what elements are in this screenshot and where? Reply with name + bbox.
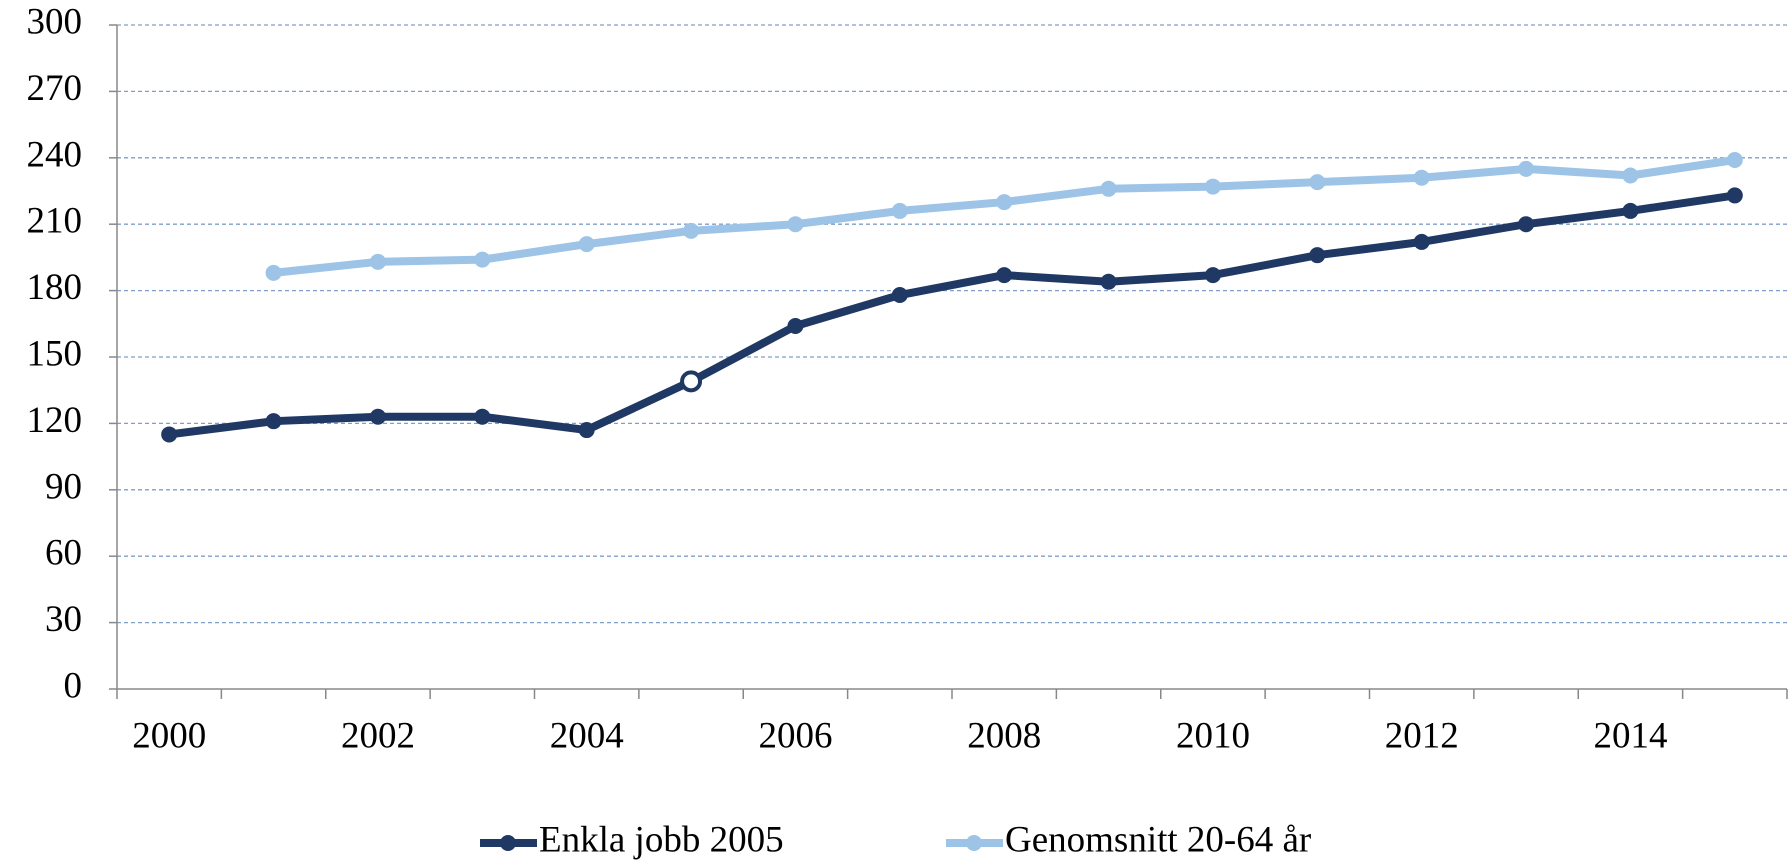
data-point	[578, 236, 595, 253]
y-tick-label: 0	[64, 665, 83, 706]
x-tick-label: 2010	[1176, 715, 1250, 756]
data-point	[1100, 273, 1117, 290]
data-point	[1309, 174, 1326, 191]
x-tick-label: 2002	[341, 715, 415, 756]
y-tick-label: 150	[27, 333, 83, 374]
x-tick-label: 2006	[758, 715, 832, 756]
data-point	[474, 251, 491, 268]
legend-label: Enkla jobb 2005	[539, 819, 784, 860]
data-point	[1726, 187, 1743, 204]
y-tick-label: 60	[45, 533, 82, 574]
data-point	[1309, 247, 1326, 264]
y-tick-label: 210	[27, 201, 83, 242]
data-point	[1518, 216, 1535, 233]
data-point	[161, 426, 178, 443]
x-tick-label: 2004	[550, 715, 624, 756]
data-point	[891, 287, 908, 304]
x-tick-label: 2014	[1593, 715, 1667, 756]
y-tick-label: 120	[27, 400, 83, 441]
data-point	[1726, 152, 1743, 169]
y-tick-label: 300	[27, 1, 83, 42]
legend-marker	[500, 835, 516, 851]
legend-label: Genomsnitt 20-64 år	[1005, 819, 1311, 860]
data-point	[369, 253, 386, 270]
data-point	[265, 413, 282, 430]
y-tick-label: 270	[27, 68, 83, 109]
y-tick-label: 90	[45, 466, 82, 507]
data-point	[996, 267, 1013, 284]
data-point	[369, 408, 386, 425]
x-tick-label: 2000	[132, 715, 206, 756]
series-line	[168, 191, 1736, 439]
data-point	[1413, 169, 1430, 186]
data-point	[787, 318, 804, 335]
data-point	[474, 408, 491, 425]
data-point	[1204, 178, 1221, 195]
data-point	[265, 264, 282, 281]
data-point	[578, 422, 595, 439]
data-point	[787, 216, 804, 233]
data-point	[1204, 267, 1221, 284]
y-tick-label: 180	[27, 267, 83, 308]
data-point	[1622, 202, 1639, 219]
x-tick-label: 2012	[1385, 715, 1459, 756]
data-point	[1100, 180, 1117, 197]
y-tick-label: 240	[27, 134, 83, 175]
legend-marker	[966, 835, 982, 851]
data-point	[891, 202, 908, 219]
y-tick-label: 30	[45, 599, 82, 640]
series-line	[273, 156, 1736, 277]
data-point	[680, 370, 703, 393]
data-point	[1622, 167, 1639, 184]
data-point	[1413, 233, 1430, 250]
data-point	[683, 222, 700, 239]
data-point	[996, 194, 1013, 211]
x-tick-label: 2008	[967, 715, 1041, 756]
data-point	[1518, 160, 1535, 177]
